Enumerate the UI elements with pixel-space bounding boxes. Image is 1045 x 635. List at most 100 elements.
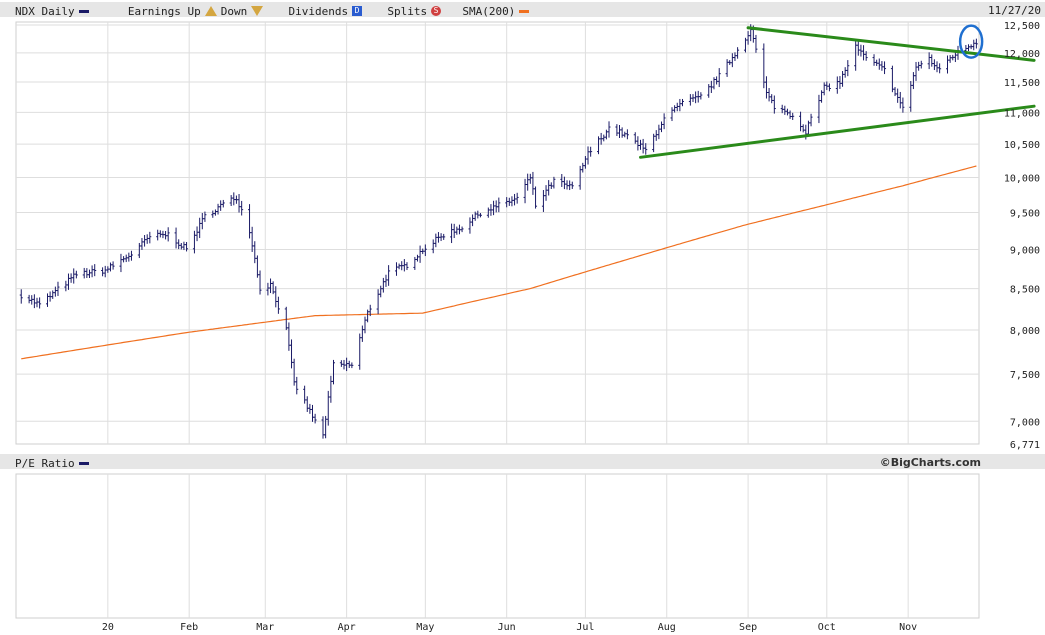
ohlc-bar bbox=[497, 197, 501, 213]
ohlc-bar bbox=[74, 270, 78, 279]
ohlc-bar bbox=[442, 233, 446, 240]
y-tick-label: 9,000 bbox=[1010, 246, 1040, 257]
y-tick-label: 7,500 bbox=[1010, 370, 1040, 381]
y-tick-label: 10,500 bbox=[1004, 140, 1040, 151]
ohlc-bar bbox=[736, 47, 740, 59]
ohlc-bar bbox=[883, 61, 887, 75]
x-tick-label: Jul bbox=[576, 622, 594, 633]
ohlc-bar bbox=[534, 186, 538, 209]
ohlc-bar bbox=[974, 38, 978, 49]
y-min-label: 6,771 bbox=[1010, 440, 1040, 451]
ohlc-bar bbox=[809, 113, 813, 127]
ohlc-bar bbox=[607, 121, 611, 138]
x-tick-label: 20 bbox=[102, 622, 114, 633]
x-tick-label: Mar bbox=[256, 622, 274, 633]
ohlc-bar bbox=[644, 143, 648, 155]
ohlc-bar bbox=[258, 270, 262, 295]
ohlc-bar bbox=[791, 112, 795, 120]
trendline bbox=[639, 104, 1036, 159]
y-tick-label: 10,000 bbox=[1004, 174, 1040, 185]
highlight-circle bbox=[958, 24, 984, 59]
dividends-badge-icon: D bbox=[352, 6, 363, 16]
ohlc-bar bbox=[148, 231, 152, 244]
x-tick-label: Oct bbox=[818, 622, 836, 633]
legend: NDX Daily Earnings Up Down Dividends D Spl… bbox=[15, 4, 533, 18]
x-tick-label: Aug bbox=[658, 622, 676, 633]
header-bar: NDX Daily Earnings Up Down Dividends D Spl… bbox=[0, 2, 1045, 18]
y-tick-label: 11,500 bbox=[1004, 78, 1040, 89]
ohlc-bar bbox=[332, 359, 336, 385]
ohlc-bar bbox=[938, 63, 942, 74]
ohlc-bar bbox=[295, 376, 299, 395]
sma-label: SMA(200) bbox=[462, 4, 516, 18]
price-swatch-icon bbox=[78, 9, 89, 13]
ohlc-bar bbox=[19, 289, 23, 304]
y-tick-label: 8,000 bbox=[1010, 326, 1040, 337]
ohlc-bar bbox=[129, 250, 133, 261]
earnings-up-icon bbox=[204, 6, 217, 16]
chart-date: 11/27/20 bbox=[988, 4, 1041, 17]
ohlc-bar bbox=[570, 181, 574, 189]
ohlc-bar bbox=[38, 297, 42, 309]
y-tick-label: 12,500 bbox=[1004, 21, 1040, 32]
ohlc-bar bbox=[387, 265, 391, 286]
sma-line bbox=[21, 165, 977, 360]
ohlc-bar bbox=[680, 98, 684, 107]
ohlc-bar bbox=[552, 176, 556, 189]
x-tick-label: Nov bbox=[899, 622, 917, 633]
pe-swatch-icon bbox=[78, 461, 89, 465]
ohlc-bar bbox=[203, 211, 207, 222]
sma-swatch-icon bbox=[519, 9, 530, 13]
symbol-label: NDX Daily bbox=[15, 4, 75, 18]
ohlc-bar bbox=[754, 34, 758, 53]
y-tick-label: 12,000 bbox=[1004, 49, 1040, 60]
dividends-label: Dividends bbox=[288, 4, 349, 18]
ohlc-bar bbox=[93, 264, 97, 277]
ohlc-bar bbox=[827, 83, 831, 92]
ohlc-bar bbox=[423, 244, 427, 257]
pe-label: P/E Ratio bbox=[15, 456, 75, 470]
ohlc-bar bbox=[772, 95, 776, 114]
x-tick-label: Sep bbox=[739, 622, 757, 633]
ohlc-bar bbox=[625, 129, 629, 140]
ohlc-bar bbox=[478, 213, 482, 218]
y-tick-label: 8,500 bbox=[1010, 285, 1040, 296]
y-tick-label: 11,000 bbox=[1004, 108, 1040, 119]
y-tick-label: 9,500 bbox=[1010, 209, 1040, 220]
ohlc-bar bbox=[717, 68, 721, 88]
ohlc-bar bbox=[313, 413, 317, 424]
ohlc-bar bbox=[460, 226, 464, 233]
ohlc-bar bbox=[901, 97, 905, 113]
ohlc-bar bbox=[276, 296, 280, 314]
x-tick-label: Jun bbox=[498, 622, 516, 633]
ohlc-bar bbox=[515, 192, 519, 204]
ohlc-bar bbox=[405, 262, 409, 271]
pe-panel-header: P/E Ratio bbox=[0, 454, 1045, 470]
splits-label: Splits bbox=[387, 4, 428, 18]
ohlc-bar bbox=[864, 51, 868, 61]
ohlc-bar bbox=[350, 362, 354, 369]
earnings-down-icon bbox=[251, 6, 264, 16]
ohlc-bar bbox=[111, 261, 115, 270]
ohlc-bar bbox=[166, 227, 170, 242]
x-tick-label: May bbox=[416, 622, 434, 633]
ohlc-bar bbox=[699, 92, 703, 100]
x-tick-label: Apr bbox=[338, 622, 356, 633]
splits-badge-icon: S bbox=[431, 6, 442, 16]
ohlc-bar bbox=[221, 199, 225, 208]
ohlc-bar bbox=[589, 146, 593, 157]
down-label: Down bbox=[220, 4, 248, 18]
credit-text: ©BigCharts.com bbox=[879, 456, 981, 469]
ohlc-bar bbox=[919, 60, 923, 69]
pe-legend: P/E Ratio bbox=[15, 456, 93, 470]
ohlc-bar bbox=[56, 281, 60, 296]
earnings-label: Earnings bbox=[127, 4, 181, 18]
ohlc-bar bbox=[368, 304, 372, 317]
ohlc-bar bbox=[185, 242, 189, 252]
up-label: Up bbox=[187, 4, 201, 18]
x-tick-label: Feb bbox=[180, 622, 198, 633]
ohlc-bar bbox=[240, 200, 244, 216]
y-tick-label: 7,000 bbox=[1010, 417, 1040, 428]
pe-panel bbox=[15, 473, 980, 619]
